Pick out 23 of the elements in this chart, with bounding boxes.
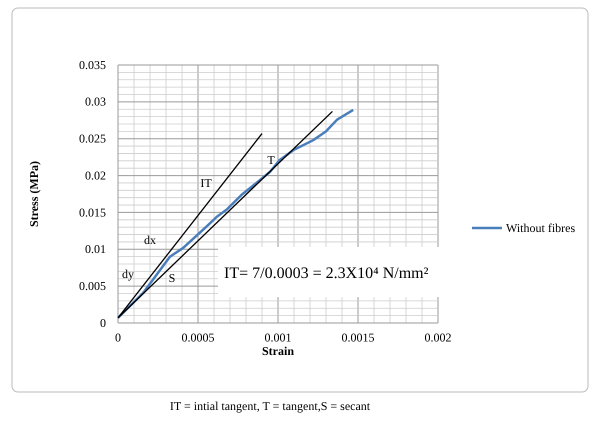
y-tick-label: 0.005: [79, 278, 106, 293]
x-tick-label: 0.002: [424, 330, 452, 345]
annotation: dx: [144, 233, 156, 247]
annotation: IT: [200, 176, 212, 190]
y-tick-label: 0.01: [85, 242, 106, 256]
x-tick-label: 0.0005: [182, 330, 214, 345]
y-tick-label: 0.02: [85, 168, 106, 182]
x-tick-label: 0.0015: [342, 330, 374, 345]
annotation: T: [267, 153, 276, 167]
y-tick-label: 0.025: [79, 132, 106, 146]
y-tick-label: 0.015: [79, 205, 106, 220]
annotation: dy: [122, 267, 134, 281]
annotation: S: [168, 271, 176, 285]
text: IT = intial tangent, T = tangent,S = secant: [170, 399, 371, 413]
x-axis-title: Strain: [262, 344, 294, 358]
y-axis-title: Stress (MPa): [27, 160, 41, 228]
y-tick-label: 0: [100, 316, 106, 330]
y-tick-label: 0.035: [79, 58, 106, 72]
annotation: IT= 7/0.0003 = 2.3X10⁴ N/mm²: [224, 265, 429, 282]
y-tick-label: 0.03: [85, 94, 106, 109]
legend-label: Without fibres: [506, 221, 576, 235]
x-tick-label: 0: [115, 330, 121, 345]
x-tick-label: 0.001: [264, 330, 292, 345]
